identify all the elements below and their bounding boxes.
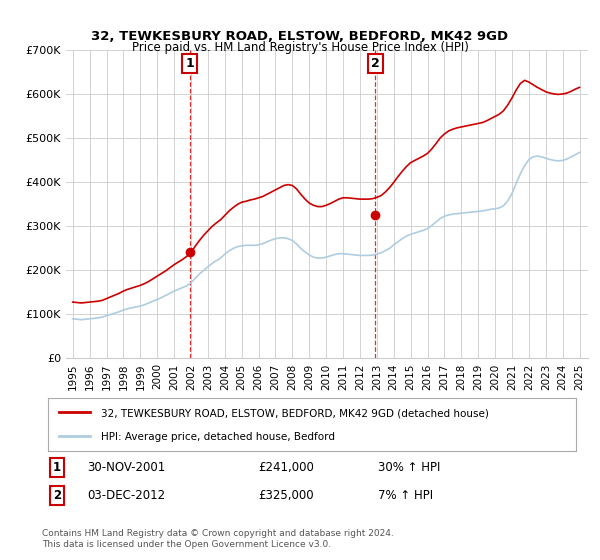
Text: Contains HM Land Registry data © Crown copyright and database right 2024.
This d: Contains HM Land Registry data © Crown c… (42, 529, 394, 549)
Text: 32, TEWKESBURY ROAD, ELSTOW, BEDFORD, MK42 9GD: 32, TEWKESBURY ROAD, ELSTOW, BEDFORD, MK… (91, 30, 509, 43)
Text: Price paid vs. HM Land Registry's House Price Index (HPI): Price paid vs. HM Land Registry's House … (131, 41, 469, 54)
Text: 2: 2 (371, 57, 380, 70)
Text: 03-DEC-2012: 03-DEC-2012 (87, 489, 165, 502)
Text: £241,000: £241,000 (258, 461, 314, 474)
Text: 32, TEWKESBURY ROAD, ELSTOW, BEDFORD, MK42 9GD (detached house): 32, TEWKESBURY ROAD, ELSTOW, BEDFORD, MK… (101, 409, 488, 418)
Text: 1: 1 (185, 57, 194, 70)
Text: 7% ↑ HPI: 7% ↑ HPI (378, 489, 433, 502)
Text: 30% ↑ HPI: 30% ↑ HPI (378, 461, 440, 474)
Text: 1: 1 (53, 461, 61, 474)
Text: 2: 2 (53, 489, 61, 502)
Text: £325,000: £325,000 (258, 489, 314, 502)
Text: HPI: Average price, detached house, Bedford: HPI: Average price, detached house, Bedf… (101, 432, 335, 442)
Text: 30-NOV-2001: 30-NOV-2001 (87, 461, 165, 474)
